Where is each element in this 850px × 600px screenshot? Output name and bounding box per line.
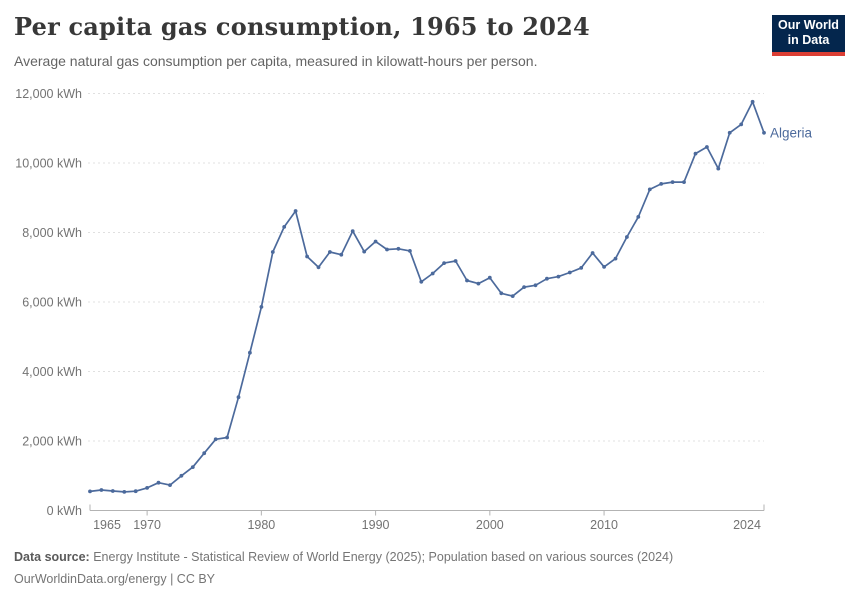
data-point-marker[interactable]	[750, 99, 755, 104]
y-axis-label: 6,000 kWh	[22, 296, 82, 310]
data-point-marker[interactable]	[693, 151, 698, 156]
y-axis-label: 12,000 kWh	[15, 87, 82, 101]
x-axis-label: 1990	[362, 518, 390, 532]
data-point-marker[interactable]	[293, 209, 298, 213]
data-point-marker[interactable]	[168, 483, 172, 487]
y-axis-label: 0 kWh	[47, 504, 82, 518]
data-point-marker[interactable]	[350, 229, 355, 234]
data-point-marker[interactable]	[419, 279, 424, 284]
data-point-marker[interactable]	[533, 283, 538, 288]
data-point-marker[interactable]	[499, 291, 504, 296]
x-axis-label: 1970	[133, 518, 161, 532]
data-point-marker[interactable]	[259, 305, 264, 309]
data-point-marker[interactable]	[282, 225, 287, 229]
data-point-marker[interactable]	[133, 489, 138, 494]
data-point-marker[interactable]	[122, 490, 127, 494]
data-point-marker[interactable]	[270, 250, 275, 254]
chart-subtitle: Average natural gas consumption per capi…	[14, 53, 538, 69]
y-axis-label: 8,000 kWh	[22, 226, 82, 240]
data-source-text: Energy Institute - Statistical Review of…	[89, 550, 674, 564]
data-point-marker[interactable]	[545, 276, 549, 281]
data-point-marker[interactable]	[739, 122, 744, 127]
data-point-marker[interactable]	[727, 130, 732, 135]
data-point-marker[interactable]	[579, 266, 584, 270]
data-point-marker[interactable]	[179, 473, 184, 478]
owid-logo-line2: in Data	[787, 33, 830, 47]
y-axis-label: 10,000 kWh	[15, 157, 82, 171]
data-point-marker[interactable]	[385, 247, 389, 252]
chart-title: Per capita gas consumption, 1965 to 2024	[14, 12, 590, 41]
data-point-marker[interactable]	[625, 235, 629, 239]
data-point-marker[interactable]	[602, 265, 606, 269]
y-axis-label: 4,000 kWh	[22, 365, 82, 379]
data-point-marker[interactable]	[213, 437, 218, 442]
data-point-marker[interactable]	[670, 180, 675, 185]
data-source-label: Data source:	[14, 550, 90, 564]
data-point-marker[interactable]	[556, 274, 561, 279]
data-line-algeria[interactable]	[89, 100, 765, 493]
data-point-marker[interactable]	[716, 166, 721, 171]
data-point-marker[interactable]	[590, 251, 595, 255]
data-point-marker[interactable]	[236, 395, 241, 400]
data-point-marker[interactable]	[362, 249, 367, 254]
data-point-marker[interactable]	[510, 294, 515, 298]
x-axis-label: 1965	[93, 518, 121, 532]
data-point-marker[interactable]	[659, 182, 664, 186]
data-point-marker[interactable]	[522, 285, 526, 289]
data-point-marker[interactable]	[99, 488, 104, 492]
x-axis-label: 2024	[733, 518, 761, 532]
data-point-marker[interactable]	[305, 254, 309, 259]
data-point-marker[interactable]	[476, 281, 481, 286]
license-line[interactable]: OurWorldinData.org/energy | CC BY	[14, 571, 216, 586]
data-point-marker[interactable]	[373, 239, 378, 244]
data-point-marker[interactable]	[202, 451, 207, 456]
data-point-marker[interactable]	[487, 275, 492, 280]
data-point-marker[interactable]	[396, 246, 401, 251]
data-point-marker[interactable]	[682, 180, 686, 185]
owid-logo-line1: Our World	[778, 18, 839, 32]
data-point-marker[interactable]	[145, 486, 150, 490]
data-point-marker[interactable]	[442, 261, 446, 265]
x-axis-label: 2000	[476, 518, 504, 532]
data-point-marker[interactable]	[647, 187, 652, 192]
data-point-marker[interactable]	[636, 215, 641, 219]
data-point-marker[interactable]	[762, 130, 766, 135]
data-point-marker[interactable]	[190, 465, 195, 469]
owid-logo[interactable]: Our World in Data	[772, 15, 845, 56]
data-source-line: Data source: Energy Institute - Statisti…	[14, 547, 834, 569]
data-point-marker[interactable]	[225, 435, 230, 440]
data-point-marker[interactable]	[453, 259, 458, 263]
series-label-algeria[interactable]: Algeria	[770, 125, 813, 140]
x-axis-label: 2010	[590, 518, 618, 532]
data-point-marker[interactable]	[613, 256, 618, 261]
data-point-marker[interactable]	[110, 489, 115, 493]
data-point-marker[interactable]	[316, 265, 321, 270]
data-point-marker[interactable]	[248, 350, 252, 355]
data-point-marker[interactable]	[88, 489, 92, 494]
line-chart-plot[interactable]: 0 kWh 2,000 kWh 4,000 kWh 6,000 kWh 8,000 kW…	[0, 0, 850, 545]
data-point-marker[interactable]	[430, 271, 435, 276]
data-point-marker[interactable]	[465, 278, 469, 283]
y-axis-label: 2,000 kWh	[22, 435, 82, 449]
data-point-marker[interactable]	[705, 145, 709, 149]
data-point-marker[interactable]	[156, 480, 161, 485]
data-point-marker[interactable]	[567, 270, 572, 275]
x-axis-label: 1980	[247, 518, 275, 532]
chart-footer: Data source: Energy Institute - Statisti…	[14, 547, 834, 591]
data-point-marker[interactable]	[328, 250, 332, 254]
data-point-marker[interactable]	[339, 252, 344, 257]
data-point-marker[interactable]	[408, 249, 412, 253]
